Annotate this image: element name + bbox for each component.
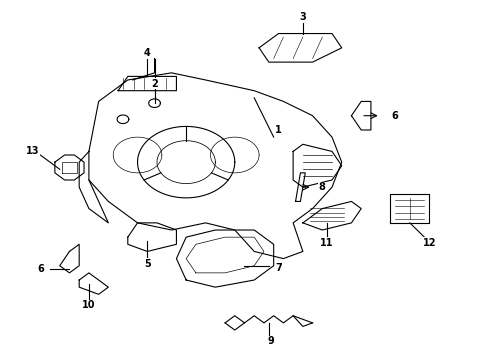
Text: 11: 11 — [320, 238, 333, 248]
Text: 9: 9 — [267, 337, 274, 346]
Text: 8: 8 — [318, 182, 325, 192]
Text: 3: 3 — [299, 13, 305, 22]
Text: 1: 1 — [275, 125, 282, 135]
Text: 12: 12 — [422, 238, 435, 248]
Text: 5: 5 — [143, 259, 150, 269]
Text: 4: 4 — [143, 48, 150, 58]
Text: 6: 6 — [391, 111, 398, 121]
Text: 6: 6 — [37, 264, 43, 274]
Text: 13: 13 — [26, 147, 40, 157]
Text: 10: 10 — [82, 300, 96, 310]
Text: 7: 7 — [275, 262, 282, 273]
Text: 2: 2 — [151, 78, 158, 89]
